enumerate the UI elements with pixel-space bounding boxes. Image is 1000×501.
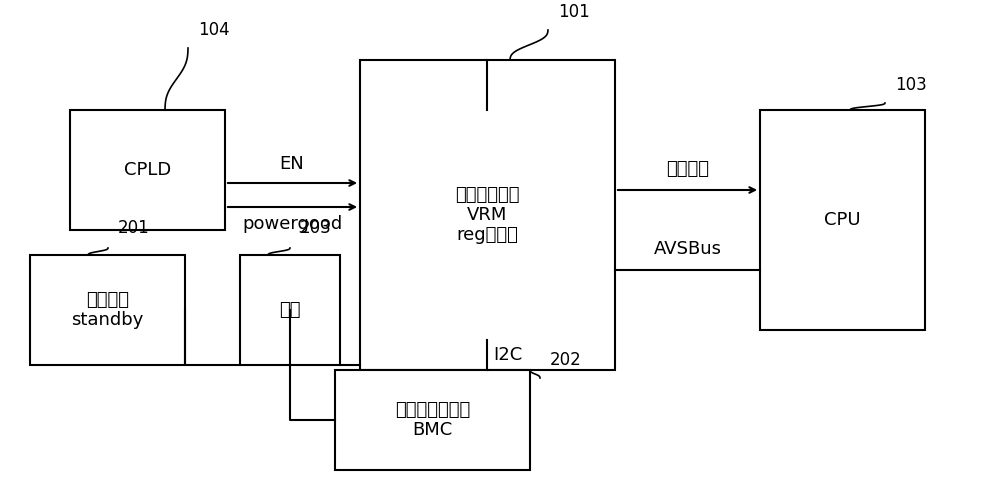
Text: 104: 104 [198, 21, 230, 39]
Text: 基板管理控制器: 基板管理控制器 [395, 401, 470, 419]
Bar [760, 110, 925, 330]
Text: 201: 201 [118, 219, 150, 237]
Bar [70, 110, 225, 230]
Text: EN: EN [280, 155, 304, 173]
Bar [360, 60, 615, 370]
Text: CPLD: CPLD [124, 161, 171, 179]
Text: reg寄存器: reg寄存器 [457, 226, 518, 244]
Text: 101: 101 [558, 3, 590, 21]
Text: standby: standby [71, 311, 144, 329]
Text: VRM: VRM [467, 206, 508, 224]
Text: 203: 203 [300, 219, 332, 237]
Text: AVSBus: AVSBus [654, 240, 722, 258]
Bar [30, 255, 185, 365]
Text: 开关: 开关 [279, 301, 301, 319]
Text: powergood: powergood [242, 215, 342, 233]
Text: I2C: I2C [493, 346, 522, 364]
Text: BMC: BMC [412, 421, 453, 439]
Text: 待机电源: 待机电源 [86, 291, 129, 309]
Bar [335, 370, 530, 470]
Text: 103: 103 [895, 76, 927, 94]
Text: 202: 202 [550, 351, 582, 369]
Text: CPU: CPU [824, 211, 861, 229]
Text: 输出电压: 输出电压 [666, 160, 710, 178]
Bar [240, 255, 340, 365]
Text: 电压调节模块: 电压调节模块 [455, 186, 520, 204]
